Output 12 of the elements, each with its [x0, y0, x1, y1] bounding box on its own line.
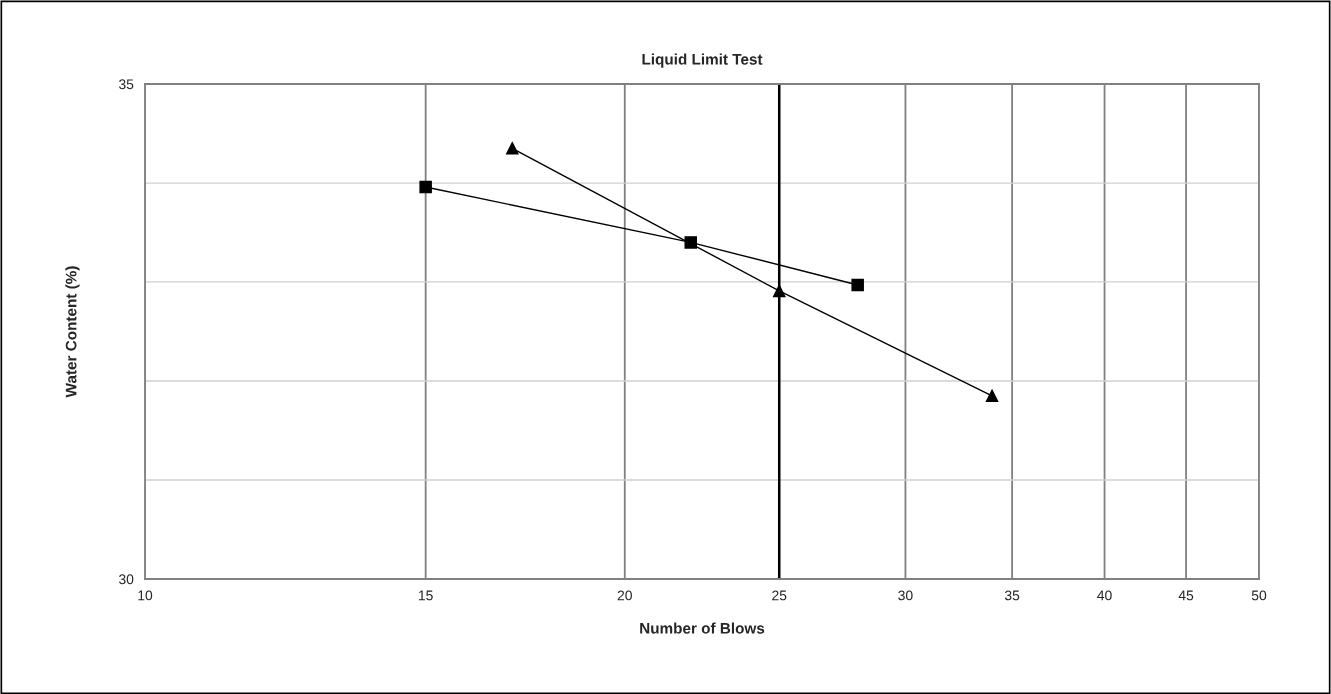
- x-axis-title: Number of Blows: [640, 622, 765, 634]
- x-tick-label: 15: [418, 590, 433, 601]
- x-tick-label: 10: [138, 590, 153, 601]
- x-tick-label: 35: [1004, 590, 1020, 601]
- x-tick-label: 45: [1178, 590, 1194, 601]
- y-axis-title: Water Content (%): [65, 266, 80, 398]
- x-tick-label: 40: [1097, 590, 1112, 601]
- x-tick-label: 20: [617, 590, 632, 601]
- x-tick-label: 25: [772, 590, 787, 601]
- x-tick-label: 30: [898, 590, 913, 601]
- x-tick-label: 50: [1251, 590, 1267, 601]
- chart-title: Liquid Limit Test: [642, 53, 763, 68]
